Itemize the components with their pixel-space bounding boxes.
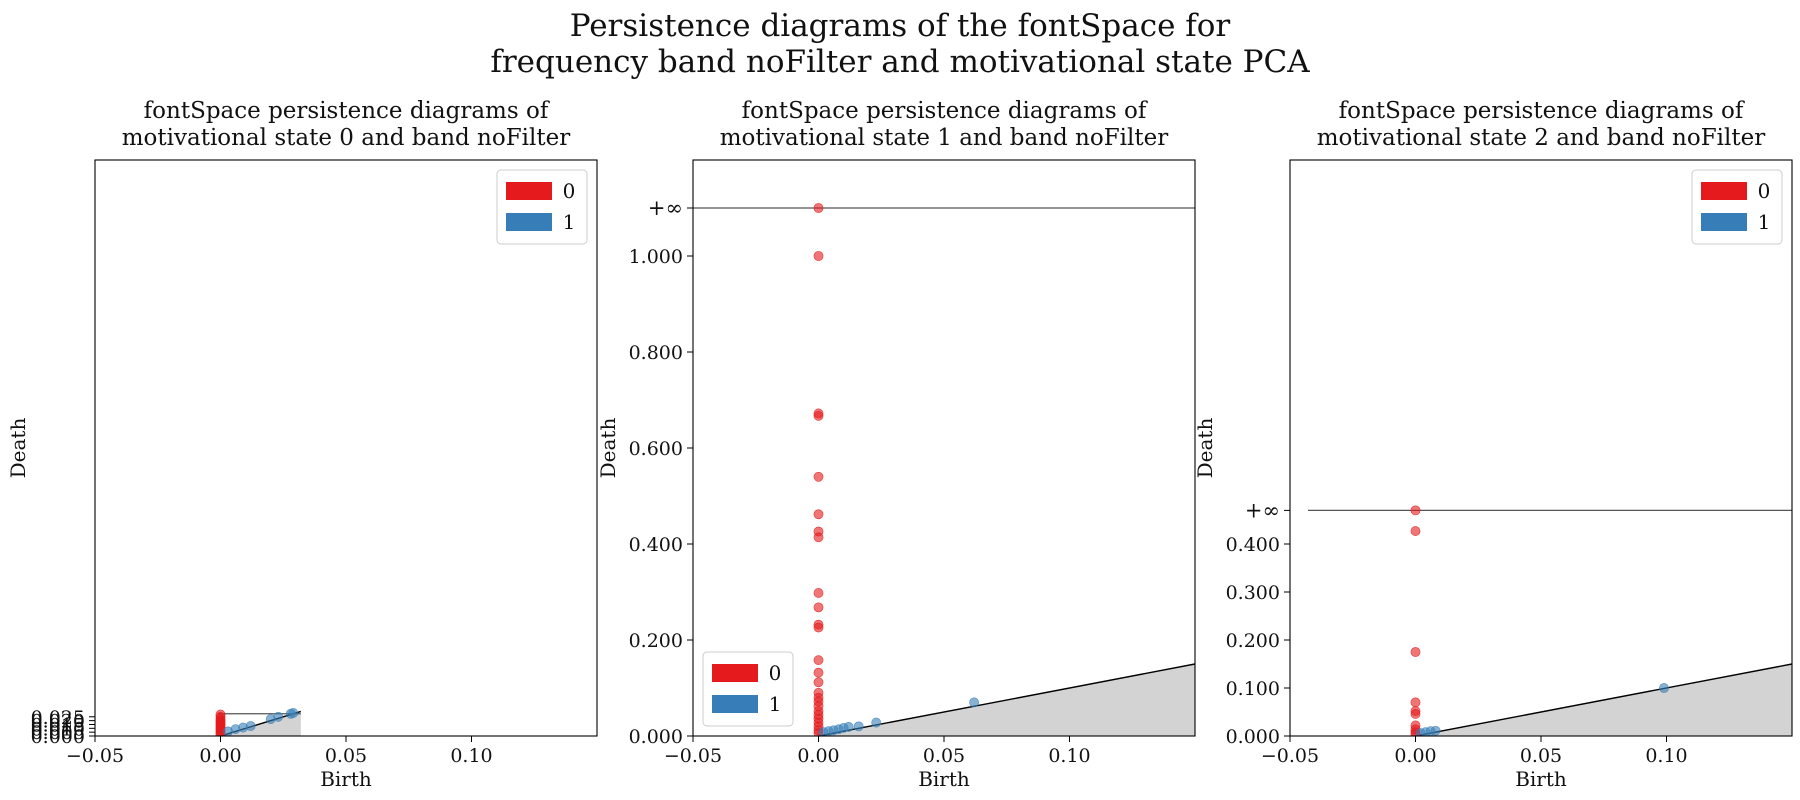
x-tick-label: 0.10 <box>1645 745 1687 767</box>
y-tick-label: 0.800 <box>629 342 683 364</box>
x-tick-label: 0.00 <box>797 745 839 767</box>
panel-title-line-1: fontSpace persistence diagrams of <box>742 98 1148 124</box>
point-dim-0 <box>813 471 824 482</box>
y-tick-label: 0.000 <box>1226 726 1280 748</box>
y-tick-label: 0.000 <box>31 726 85 748</box>
point-dim-0 <box>813 532 824 543</box>
y-tick-label: 0.015 <box>31 714 85 736</box>
x-tick-label: 0.05 <box>923 745 965 767</box>
diagonal-line <box>1415 663 1792 736</box>
legend-label-1: 1 <box>563 210 576 234</box>
figure-title-line-1: Persistence diagrams of the fontSpace fo… <box>569 8 1231 44</box>
y-tick-label: 0.100 <box>1226 678 1280 700</box>
point-dim-0 <box>813 602 824 613</box>
diagonal-line <box>818 663 1195 736</box>
y-tick-label: 0.025 <box>31 707 85 729</box>
chart-panel-2: fontSpace persistence diagrams ofmotivat… <box>1193 98 1793 791</box>
point-dim-1 <box>245 721 256 731</box>
point-dim-0 <box>813 203 824 213</box>
x-tick-label: 0.05 <box>1520 745 1562 767</box>
plot-area <box>1308 505 1792 736</box>
x-tick-label: 0.10 <box>1048 745 1090 767</box>
legend-swatch-0 <box>506 182 552 200</box>
y-axis-label: Death <box>6 418 30 479</box>
x-tick-label: −0.05 <box>66 745 124 767</box>
point-dim-0 <box>813 509 824 520</box>
chart-panel-1: fontSpace persistence diagrams ofmotivat… <box>596 98 1196 791</box>
point-dim-0 <box>813 677 824 688</box>
legend-swatch-0 <box>1701 182 1747 200</box>
figure-title-line-2: frequency band noFilter and motivational… <box>490 44 1310 80</box>
point-dim-0 <box>1410 709 1421 719</box>
panel-title-line-1: fontSpace persistence diagrams of <box>144 98 550 124</box>
axes-frame <box>692 159 1196 737</box>
point-dim-0 <box>813 588 824 598</box>
x-tick-label: 0.00 <box>199 745 241 767</box>
point-dim-1 <box>273 711 284 722</box>
legend: 01 <box>496 169 588 245</box>
y-tick-label: 0.300 <box>1226 582 1280 604</box>
y-tick-label: 0.000 <box>629 726 683 748</box>
point-dim-1 <box>871 717 882 728</box>
legend-label-0: 0 <box>1758 179 1771 203</box>
plot-area <box>215 708 302 736</box>
panel-title-line-2: motivational state 2 and band noFilter <box>1317 125 1766 151</box>
y-tick-label: 0.400 <box>629 534 683 556</box>
point-dim-0 <box>813 655 824 666</box>
infinity-tick-label: +∞ <box>1245 498 1280 522</box>
y-tick-label: 0.200 <box>629 630 683 652</box>
point-dim-1 <box>1430 725 1441 736</box>
y-tick-label: 1.000 <box>629 246 683 268</box>
y-axis-label: Death <box>596 418 620 479</box>
point-dim-0 <box>813 622 824 633</box>
legend-label-0: 0 <box>769 661 782 685</box>
point-dim-0 <box>813 667 824 678</box>
y-tick-label: 0.400 <box>1226 534 1280 556</box>
x-axis-label: Birth <box>320 767 372 791</box>
plot-area <box>693 203 1195 736</box>
axes-frame <box>1289 159 1793 737</box>
legend: 01 <box>702 651 794 727</box>
point-dim-1 <box>853 721 864 732</box>
y-tick-label: 0.005 <box>31 722 85 744</box>
x-tick-label: 0.00 <box>1394 745 1436 767</box>
legend-label-1: 1 <box>1758 210 1771 234</box>
x-tick-label: 0.05 <box>325 745 367 767</box>
y-tick-label: 0.200 <box>1226 630 1280 652</box>
panel-title-line-1: fontSpace persistence diagrams of <box>1339 98 1745 124</box>
infinity-tick-label: +∞ <box>648 196 683 220</box>
legend-swatch-0 <box>712 664 758 682</box>
legend-label-0: 0 <box>563 179 576 203</box>
point-dim-1 <box>1659 683 1669 693</box>
point-dim-0 <box>1410 647 1421 657</box>
point-dim-0 <box>1410 697 1421 708</box>
point-dim-0 <box>813 251 824 261</box>
legend: 01 <box>1691 169 1783 245</box>
x-tick-label: −0.05 <box>664 745 722 767</box>
y-axis-label: Death <box>1193 418 1217 479</box>
axes-frame <box>94 159 598 737</box>
legend-swatch-1 <box>712 695 758 713</box>
y-tick-label: 0.600 <box>629 438 683 460</box>
x-axis-label: Birth <box>918 767 970 791</box>
point-dim-1 <box>969 697 980 708</box>
point-dim-0 <box>813 410 824 421</box>
chart-panel-0: fontSpace persistence diagrams ofmotivat… <box>6 98 598 791</box>
panel-title-line-2: motivational state 1 and band noFilter <box>720 125 1169 151</box>
y-tick-label: 0.010 <box>31 718 85 740</box>
y-tick-label: 0.020 <box>31 711 85 733</box>
legend-swatch-1 <box>1701 213 1747 231</box>
x-axis-label: Birth <box>1515 767 1567 791</box>
point-dim-0 <box>1410 526 1421 536</box>
x-tick-label: −0.05 <box>1261 745 1319 767</box>
legend-swatch-1 <box>506 213 552 231</box>
point-dim-1 <box>843 721 854 732</box>
point-dim-1 <box>288 708 299 718</box>
point-dim-0 <box>1410 505 1421 516</box>
panel-title-line-2: motivational state 0 and band noFilter <box>122 125 571 151</box>
x-tick-label: 0.10 <box>450 745 492 767</box>
legend-label-1: 1 <box>769 692 782 716</box>
